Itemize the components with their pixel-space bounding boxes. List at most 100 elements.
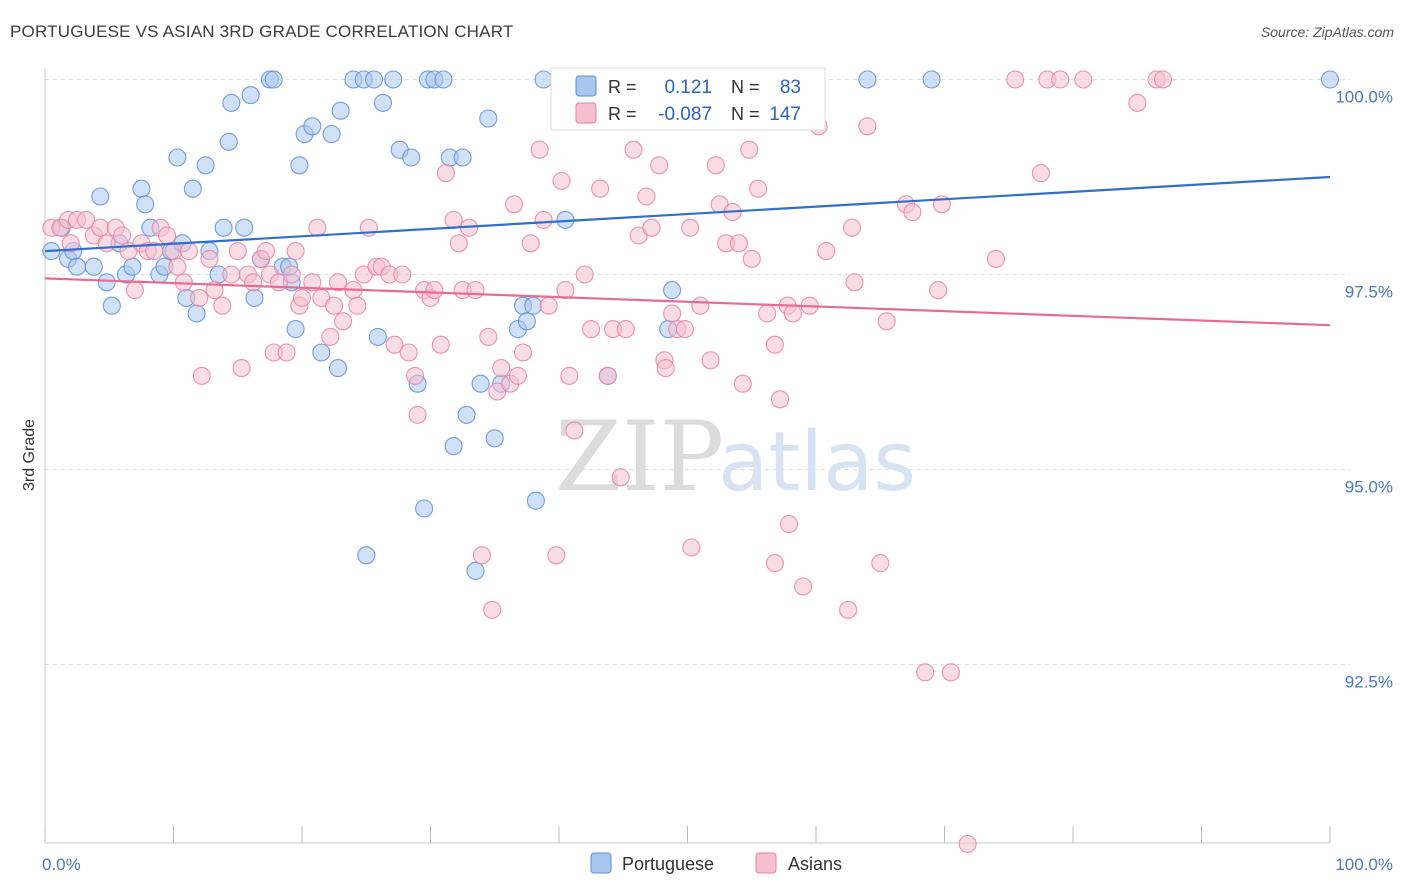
asians-point-100	[650, 156, 669, 175]
legend-swatch-asians	[575, 102, 597, 124]
chart-title: PORTUGUESE VS ASIAN 3RD GRADE CORRELATIO…	[10, 22, 514, 41]
portuguese-point-6	[91, 187, 110, 206]
asians-point-23	[192, 366, 211, 385]
asians-point-5	[77, 210, 96, 229]
asians-point-41	[292, 288, 312, 307]
asians-point-81	[530, 140, 549, 159]
asians-point-108	[691, 296, 710, 315]
asians-point-85	[552, 171, 571, 190]
portuguese-point-48	[357, 546, 376, 565]
legend-n-value-asians: 147	[769, 104, 801, 125]
axes	[44, 68, 1331, 844]
asians-point-19	[168, 257, 187, 276]
asians-point-144	[1006, 70, 1025, 89]
y-tick-label-0: 100.0%	[1335, 88, 1393, 107]
asians-point-57	[393, 265, 412, 284]
portuguese-point-42	[312, 343, 331, 362]
portuguese-point-34	[264, 70, 283, 89]
asians-point-43	[308, 218, 327, 237]
bottom-legend: Portuguese Asians	[590, 852, 842, 874]
portuguese-point-29	[235, 218, 254, 237]
asians-point-147	[1051, 70, 1070, 89]
asians-point-86	[556, 281, 575, 300]
portuguese-point-79	[663, 281, 682, 300]
asians-point-120	[765, 554, 784, 573]
portuguese-point-82	[1320, 70, 1340, 89]
asians-point-99	[642, 218, 661, 237]
bottom-legend-swatch-asians	[755, 852, 777, 874]
portuguese-point-80	[858, 70, 877, 89]
asians-point-79	[513, 343, 533, 362]
asians-point-114	[729, 234, 748, 253]
asians-point-12	[125, 281, 144, 300]
portuguese-point-61	[444, 437, 463, 456]
asians-point-72	[479, 327, 498, 346]
portuguese-point-7	[97, 273, 116, 292]
asians-point-118	[749, 179, 768, 198]
asians-point-122	[770, 390, 790, 409]
asians-point-134	[871, 554, 890, 573]
asians-point-132	[845, 273, 864, 292]
asians-point-27	[222, 265, 241, 284]
portuguese-point-50	[368, 327, 387, 346]
asians-point-121	[765, 335, 784, 354]
portuguese-point-56	[415, 499, 434, 518]
asians-point-28	[228, 242, 247, 261]
asians-point-88	[565, 421, 584, 440]
portuguese-point-26	[214, 218, 233, 237]
portuguese-point-43	[322, 125, 341, 144]
asians-point-50	[348, 296, 367, 315]
asians-point-33	[256, 242, 276, 261]
asians-point-106	[681, 218, 700, 237]
asians-point-109	[701, 351, 720, 370]
asians-point-46	[325, 296, 344, 315]
asians-point-139	[929, 281, 948, 300]
asians-point-10	[113, 226, 132, 245]
portuguese-point-49	[364, 70, 384, 89]
asians-point-87	[560, 366, 579, 385]
asians-point-131	[842, 218, 862, 237]
portuguese-point-72	[524, 296, 543, 315]
asians-point-45	[321, 327, 340, 346]
asians-point-95	[616, 320, 635, 339]
asians-point-98	[637, 187, 656, 206]
asians-point-145	[1031, 164, 1050, 183]
bottom-legend-swatch-portuguese	[590, 852, 612, 874]
portuguese-point-62	[453, 148, 472, 167]
asians-point-96	[624, 140, 643, 159]
portuguese-point-52	[384, 70, 403, 89]
asians-point-7	[91, 218, 110, 237]
portuguese-point-63	[457, 405, 476, 424]
asians-trend-line	[44, 277, 1331, 327]
asians-point-17	[158, 226, 177, 245]
asians-point-135	[877, 312, 896, 331]
portuguese-point-81	[922, 70, 941, 89]
portuguese-point-30	[241, 86, 260, 105]
legend-swatch-portuguese	[575, 75, 597, 97]
asians-point-78	[508, 366, 527, 385]
asians-point-71	[472, 546, 491, 565]
asians-point-103	[663, 304, 682, 323]
asians-point-22	[190, 288, 209, 307]
portuguese-point-65	[471, 374, 490, 393]
portuguese-point-21	[183, 179, 202, 198]
portuguese-point-23	[196, 156, 215, 175]
asians-point-119	[758, 304, 777, 323]
asians-point-39	[286, 242, 305, 261]
portuguese-point-4	[68, 257, 87, 276]
y-tick-label-1: 97.5%	[1345, 283, 1393, 302]
asians-point-59	[406, 366, 425, 385]
asians-point-94	[611, 468, 630, 487]
legend-n-label-2: N =	[731, 104, 760, 124]
asians-point-66	[444, 210, 463, 229]
asians-point-151	[1153, 70, 1173, 89]
watermark-zip: ZIP	[555, 401, 724, 513]
x-tick-label-1: 100.0%	[1335, 855, 1393, 874]
asians-point-25	[205, 281, 224, 300]
portuguese-point-44	[328, 359, 348, 378]
asians-point-125	[783, 304, 802, 323]
asians-point-64	[431, 335, 450, 354]
asians-point-77	[504, 195, 524, 214]
portuguese-point-39	[290, 156, 309, 175]
asians-point-3	[61, 234, 80, 253]
